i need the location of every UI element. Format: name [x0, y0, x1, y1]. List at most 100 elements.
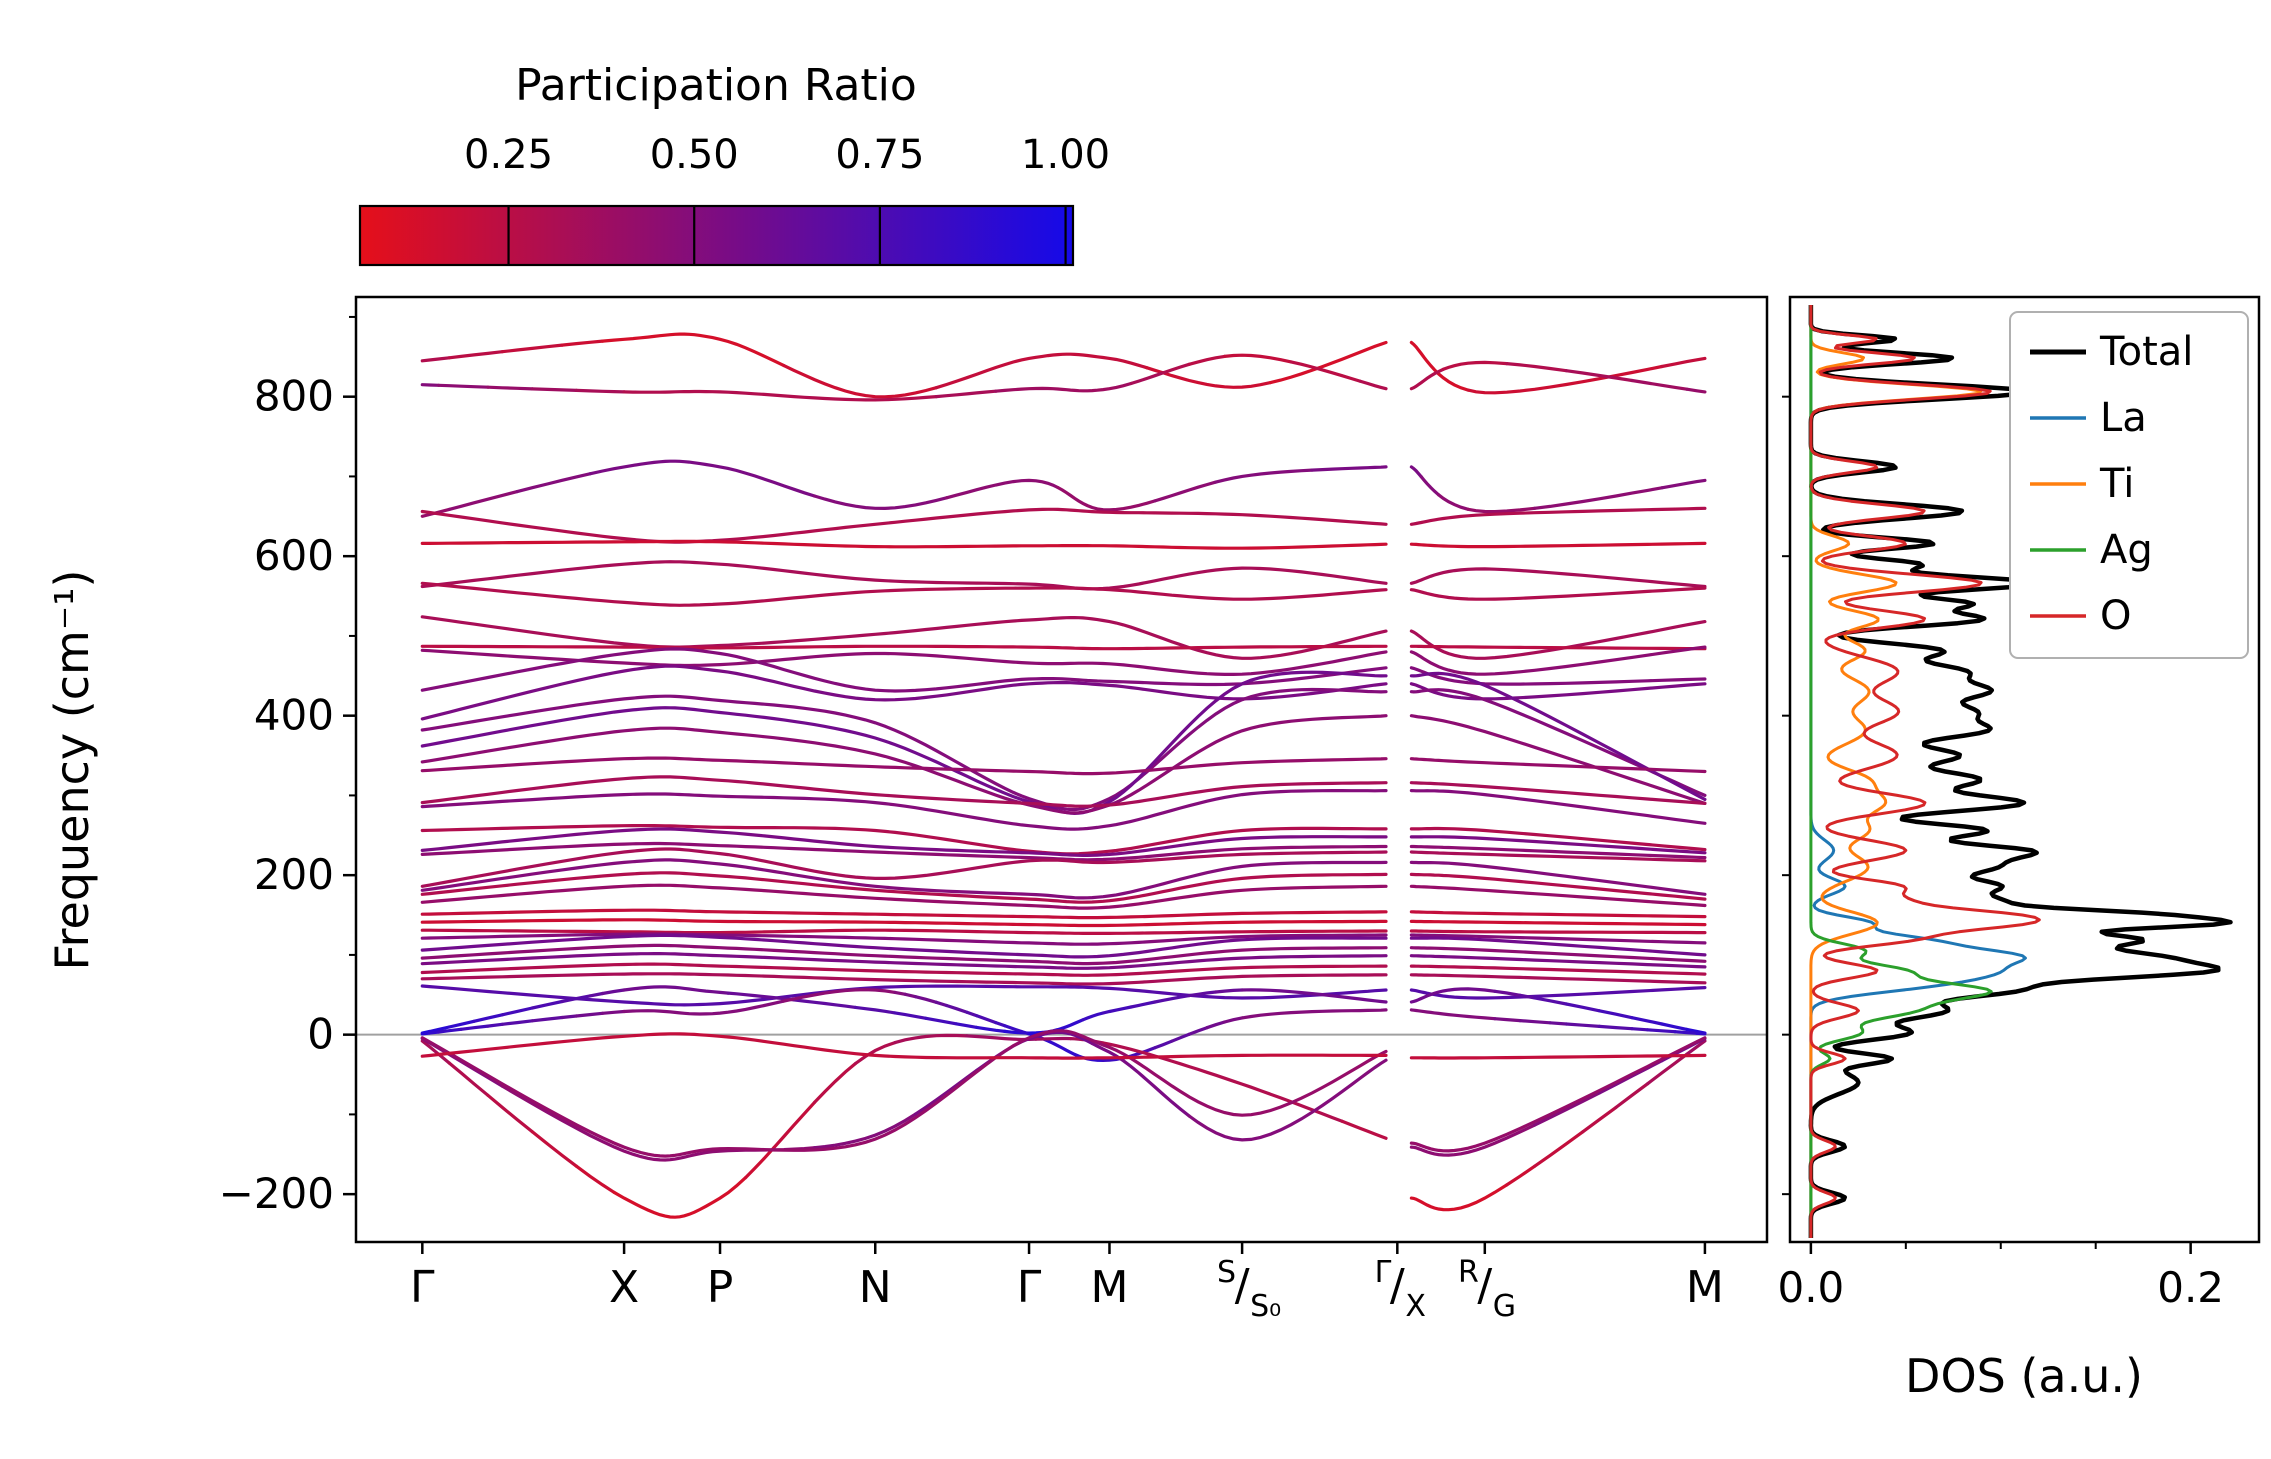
band-segment — [1507, 1166, 1535, 1185]
band-segment — [603, 1012, 625, 1014]
band-segment — [1083, 1013, 1103, 1020]
band-segment — [1411, 1055, 1705, 1058]
band-segment — [502, 1008, 532, 1015]
band-segment — [1411, 791, 1705, 824]
band-segment — [1189, 992, 1216, 996]
colorbar-tick-label: 0.25 — [464, 132, 553, 178]
x-symmetry-label: M — [1090, 1262, 1128, 1313]
band-segment — [562, 341, 603, 345]
band-axes-frame — [356, 297, 1767, 1242]
band-segment — [590, 994, 603, 996]
band-segment — [1495, 991, 1520, 995]
x-symmetry-label: R — [1458, 1255, 1479, 1290]
band-segment — [422, 920, 1386, 926]
band-segment — [1360, 381, 1386, 389]
band-segment — [1411, 588, 1705, 599]
band-segment — [1495, 1019, 1520, 1021]
band-segment — [1131, 1002, 1155, 1007]
band-segment — [590, 461, 815, 496]
band-segment — [1155, 996, 1189, 1002]
band-segment — [422, 1031, 1386, 1156]
colorbar-tick-label: 0.75 — [835, 132, 924, 178]
band-segment — [1225, 1018, 1243, 1022]
y-tick-label: 200 — [254, 850, 334, 899]
x-symmetry-label-slash: / — [1235, 1260, 1250, 1311]
band-segment — [1411, 369, 1443, 388]
band-segment — [1421, 477, 1438, 495]
band-segment — [1411, 646, 1705, 648]
band-segment — [977, 1016, 996, 1023]
band-segment — [1535, 1132, 1583, 1166]
band-segment — [1242, 1010, 1386, 1018]
band-segment — [1411, 956, 1705, 967]
band-segment — [1616, 1084, 1648, 1108]
band-segment — [1687, 389, 1705, 392]
x-symmetry-label: Γ — [1017, 1262, 1042, 1313]
x-symmetry-label: X — [1405, 1289, 1426, 1324]
band-segment — [422, 646, 1386, 648]
legend-label-o: O — [2100, 593, 2131, 639]
band-segment — [1566, 1004, 1599, 1011]
band-segment — [1632, 1029, 1648, 1030]
band-segment — [1411, 966, 1705, 974]
band-segment — [422, 974, 1386, 984]
band-segment — [1411, 948, 1705, 962]
dos-curve-la — [1811, 305, 2026, 1238]
band-segment — [1675, 1032, 1697, 1034]
band-segment — [449, 492, 517, 510]
band-segment — [1535, 1093, 1600, 1125]
band-segment — [474, 1015, 502, 1022]
band-segment — [1507, 364, 1567, 371]
legend-label-ti: Ti — [2099, 461, 2134, 507]
y-tick-label: 600 — [254, 531, 334, 580]
band-segment — [1411, 569, 1705, 587]
band-segment — [1216, 470, 1312, 482]
band-segment — [1583, 1107, 1616, 1131]
band-segment — [1058, 488, 1155, 510]
band-segment — [532, 1018, 562, 1021]
y-tick-label: 800 — [254, 372, 334, 421]
band-segment — [1599, 1011, 1632, 1018]
band-segment — [422, 385, 438, 386]
band-segment — [562, 1016, 576, 1018]
band-segment — [1411, 690, 1705, 796]
band-segment — [895, 1013, 926, 1018]
band-segment — [1062, 1020, 1083, 1029]
band-segment — [1411, 543, 1705, 546]
band-segment — [1411, 912, 1705, 917]
x-symmetry-label: P — [707, 1262, 734, 1313]
band-segment — [532, 1002, 562, 1009]
colorbar-tick-label: 0.50 — [650, 132, 739, 178]
band-segment — [1535, 488, 1662, 509]
band-segment — [422, 541, 1386, 548]
band-segment — [1411, 921, 1705, 924]
band-segment — [1648, 1030, 1676, 1032]
band-segment — [967, 1036, 1029, 1040]
band-segment — [1411, 1185, 1506, 1210]
band-segment — [1443, 362, 1507, 369]
band-segment — [449, 352, 502, 358]
band-segment — [603, 990, 625, 994]
band-segment — [996, 384, 1131, 392]
band-segment — [1662, 480, 1705, 487]
band-segment — [488, 387, 532, 389]
band-segment — [957, 1024, 977, 1028]
band-segment — [746, 1148, 775, 1178]
band-segment — [1439, 495, 1469, 510]
legend-label-ag: Ag — [2100, 527, 2153, 573]
band-segment — [1411, 647, 1705, 674]
band-segment — [422, 777, 1386, 806]
band-segment — [1131, 373, 1163, 384]
y-tick-label: 400 — [254, 691, 334, 740]
band-segment — [502, 345, 562, 352]
band-segment — [614, 1178, 746, 1218]
band-segment — [916, 997, 937, 1003]
band-segment — [603, 334, 784, 366]
band-segment — [461, 1026, 488, 1029]
band-segment — [1155, 482, 1216, 501]
band-segment — [1535, 998, 1567, 1004]
band-segment — [1632, 1018, 1662, 1024]
